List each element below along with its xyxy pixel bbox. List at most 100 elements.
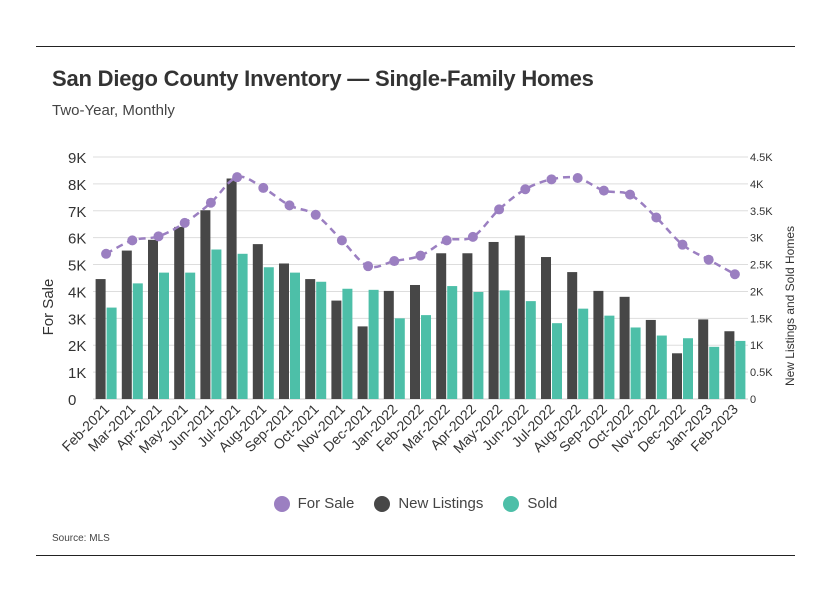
sold-bar (342, 288, 353, 399)
new-listings-bar (252, 244, 263, 399)
for-sale-point (520, 184, 531, 195)
new-listings-bar (279, 263, 289, 399)
new-listings-bar (200, 210, 211, 399)
new-listings-bar (724, 331, 735, 399)
for-sale-point (336, 235, 347, 246)
legend-item-sold[interactable]: Sold (503, 495, 557, 512)
left-tick-label: 3K (68, 311, 86, 328)
for-sale-point (415, 250, 426, 261)
new-listings-bar (357, 326, 368, 399)
left-tick-label: 2K (68, 338, 86, 355)
right-tick-label: 2.5K (750, 260, 773, 272)
for-sale-point (258, 182, 269, 193)
sold-bar (132, 283, 143, 399)
new-listings-bar (541, 257, 551, 399)
sold-bar (185, 272, 196, 399)
legend-label-new-listings: New Listings (398, 495, 484, 512)
sold-bar (290, 272, 300, 399)
right-tick-label: 3.5K (750, 206, 773, 218)
x-axis-labels: Feb-2021Mar-2021Apr-2021May-2021Jun-2021… (59, 401, 742, 456)
chart-subtitle: Two-Year, Monthly (52, 102, 175, 119)
right-tick-label: 0 (750, 394, 756, 406)
for-sale-point (729, 269, 740, 280)
sold-bar (578, 308, 589, 399)
sold-bar (473, 291, 484, 399)
sold-bar (656, 335, 667, 399)
new-listings-bar (698, 319, 709, 399)
left-tick-label: 4K (68, 284, 86, 301)
sold-bar (106, 307, 117, 399)
for-sale-point (677, 239, 688, 250)
sold-bar (604, 315, 615, 399)
legend-item-for-sale[interactable]: For Sale (273, 495, 355, 512)
new-listings-bar (436, 253, 447, 399)
new-listings-bar (410, 284, 420, 399)
chart-title: San Diego County Inventory — Single-Fami… (52, 66, 594, 91)
legend-swatch-sold (503, 495, 520, 512)
for-sale-point (127, 235, 138, 246)
for-sale-point (625, 189, 636, 200)
for-sale-point (651, 212, 662, 223)
sold-bar (499, 290, 510, 399)
legend-swatch-new-listings (374, 495, 391, 512)
for-sale-point (703, 254, 714, 265)
for-sale-point (179, 217, 190, 228)
new-listings-bar (593, 290, 604, 399)
sold-bar (709, 346, 720, 399)
sold-bar (263, 267, 274, 399)
legend-label-sold: Sold (527, 495, 558, 512)
legend-item-new-listings[interactable]: New Listings (374, 495, 483, 512)
sold-bar (525, 301, 536, 399)
for-sale-point (598, 185, 609, 196)
new-listings-bar (148, 239, 158, 399)
for-sale-line (101, 172, 740, 280)
sold-bar (368, 289, 379, 399)
for-sale-point (284, 200, 295, 211)
for-sale-point (467, 231, 478, 242)
right-tick-label: 4K (750, 179, 764, 191)
sold-bar (683, 338, 693, 399)
for-sale-point (101, 248, 112, 259)
for-sale-point (232, 172, 243, 183)
sold-bar (735, 340, 746, 399)
sold-bar (421, 315, 431, 399)
left-tick-label: 1K (68, 365, 86, 382)
right-tick-label: 2K (750, 286, 764, 298)
new-listings-bar (226, 178, 237, 399)
right-tick-label: 1K (750, 340, 764, 352)
new-listings-bar (331, 300, 342, 399)
right-axis: 0 0.5K 1K 1.5K 2K 2.5K 3K 3.5K 4K 4.5K (750, 152, 773, 406)
legend-label-for-sale: For Sale (297, 495, 355, 512)
for-sale-point (441, 235, 452, 246)
left-tick-label: 5K (68, 258, 86, 275)
left-tick-label: 8K (68, 177, 86, 194)
left-axis: 0 1K 2K 3K 4K 5K 6K 7K 8K 9K (68, 150, 86, 409)
for-sale-point (310, 209, 321, 220)
axis-titles: For Sale New Listings and Sold Homes (40, 226, 797, 386)
sold-bar (316, 281, 327, 399)
for-sale-point (205, 197, 216, 208)
left-axis-title: For Sale (40, 279, 57, 336)
sold-bar (394, 318, 405, 399)
new-listings-bar (514, 235, 525, 399)
chart-legend: For Sale New Listings Sold (0, 495, 831, 512)
left-tick-label: 0 (68, 392, 76, 409)
new-listings-bar (462, 253, 473, 399)
left-tick-label: 9K (68, 150, 86, 167)
new-listings-bar (488, 241, 499, 399)
sold-bar (552, 323, 562, 399)
right-tick-label: 3K (750, 233, 764, 245)
new-listings-bar (121, 250, 132, 399)
sold-bar (630, 327, 641, 399)
bottom-rule (36, 555, 795, 556)
new-listings-bar (383, 290, 394, 399)
right-tick-label: 1.5K (750, 313, 773, 325)
for-sale-point (572, 172, 583, 183)
bars (95, 178, 746, 399)
new-listings-bar (174, 226, 185, 399)
legend-swatch-for-sale (273, 495, 290, 512)
sold-bar (211, 249, 222, 399)
new-listings-bar (619, 296, 630, 399)
new-listings-bar (672, 353, 682, 399)
